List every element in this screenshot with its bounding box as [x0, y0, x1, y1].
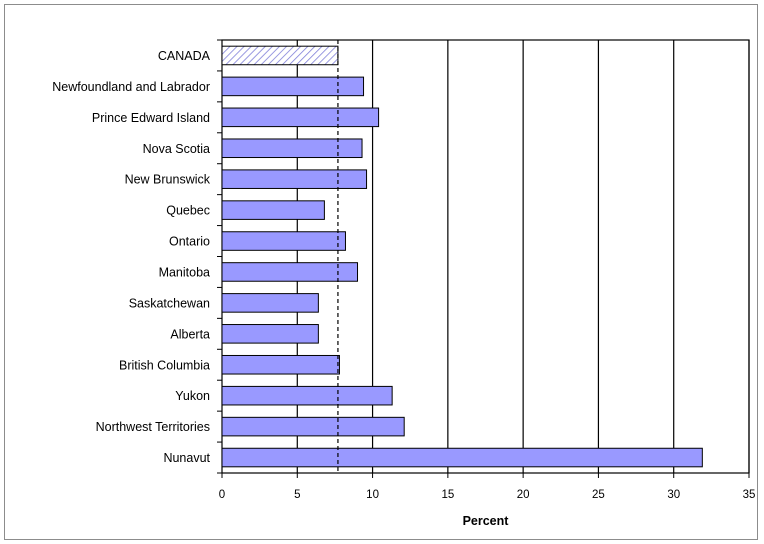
category-label: Nova Scotia: [143, 142, 210, 156]
x-tick-label: 10: [366, 489, 379, 501]
bar-ontario: [221, 231, 346, 251]
bar-british-columbia: [221, 354, 340, 375]
plot-area: [222, 40, 749, 473]
bar-quebec: [221, 200, 325, 220]
category-label: Ontario: [169, 235, 210, 249]
x-tick-label: 35: [743, 489, 756, 501]
bar-manitoba: [221, 262, 359, 282]
x-tick-label: 5: [294, 489, 300, 501]
category-label: Manitoba: [159, 265, 210, 279]
category-label: New Brunswick: [125, 173, 211, 187]
x-tick-label: 25: [592, 489, 605, 501]
category-label: Northwest Territories: [96, 420, 210, 434]
x-tick-label: 30: [667, 489, 680, 501]
bar-alberta: [221, 324, 319, 344]
x-axis-title: Percent: [463, 514, 510, 528]
category-label: Alberta: [170, 327, 210, 341]
category-label: Newfoundland and Labrador: [52, 80, 210, 94]
bar-nunavut: [221, 447, 703, 468]
bar-new-brunswick: [221, 169, 368, 189]
bar-northwest-territories: [221, 416, 405, 437]
category-label: Saskatchewan: [129, 296, 210, 310]
x-tick-label: 0: [219, 489, 225, 501]
category-label: British Columbia: [119, 358, 210, 372]
bar-newfoundland-and-labrador: [221, 76, 365, 97]
category-label: Nunavut: [163, 451, 210, 465]
bar-canada: [221, 45, 339, 66]
x-tick-label: 20: [517, 489, 530, 501]
category-label: Yukon: [175, 389, 210, 403]
bar-yukon: [221, 385, 393, 406]
bar-saskatchewan: [221, 293, 319, 313]
bar-nova-scotia: [221, 138, 363, 159]
category-label: Quebec: [166, 204, 210, 218]
category-label: CANADA: [158, 49, 211, 63]
x-tick-label: 15: [441, 489, 454, 501]
category-label: Prince Edward Island: [92, 111, 210, 125]
bar-prince-edward-island: [221, 107, 380, 128]
